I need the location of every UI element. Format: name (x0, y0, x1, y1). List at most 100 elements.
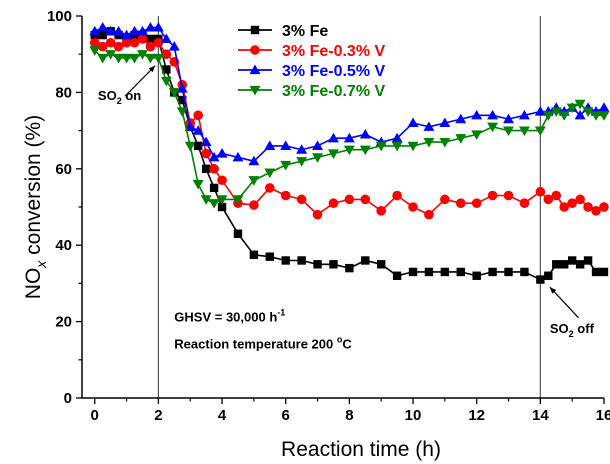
data-point (280, 140, 292, 150)
annotation-ghsv: GHSV = 30,000 h-1 (174, 308, 285, 325)
data-point (543, 194, 554, 205)
data-point (113, 41, 124, 52)
data-point (542, 111, 554, 121)
data-point (153, 37, 164, 48)
data-point (392, 271, 402, 280)
data-point (567, 198, 577, 208)
data-point (249, 200, 259, 210)
data-point (97, 41, 108, 52)
data-point (599, 202, 609, 212)
data-point (343, 145, 355, 156)
data-point (161, 49, 172, 59)
data-point (264, 168, 276, 179)
data-point (520, 267, 529, 277)
x-tick-label: 16 (596, 407, 610, 424)
series-1 (89, 34, 609, 220)
data-point (503, 126, 514, 137)
annotation-arrow (124, 65, 156, 97)
data-point (503, 113, 514, 124)
y-tick-label: 0 (64, 390, 72, 407)
data-point (550, 107, 562, 117)
annotation-arrow (549, 286, 579, 319)
data-point (121, 37, 132, 48)
data-point (591, 267, 601, 277)
data-point (424, 267, 434, 277)
data-point (519, 198, 530, 208)
data-point (599, 267, 609, 277)
data-point (137, 50, 148, 60)
data-point (455, 198, 466, 208)
data-point (105, 37, 116, 48)
data-point (559, 202, 570, 212)
data-point (168, 41, 180, 51)
data-point (249, 250, 259, 259)
data-point (575, 194, 585, 205)
data-point (329, 260, 338, 269)
data-point (98, 30, 107, 40)
data-point (89, 25, 101, 36)
data-point (455, 113, 467, 124)
data-point (209, 183, 219, 193)
data-point (105, 25, 117, 36)
x-tick-label: 8 (345, 407, 353, 424)
data-point (113, 53, 125, 64)
data-point (544, 271, 553, 280)
data-point (208, 199, 220, 209)
data-point (217, 175, 227, 186)
data-point (327, 149, 339, 159)
data-point (487, 109, 499, 120)
data-point (518, 109, 530, 120)
data-point (503, 190, 514, 201)
data-point (184, 121, 196, 131)
data-point (281, 256, 290, 265)
data-point (209, 164, 219, 174)
data-point (471, 130, 483, 140)
data-point (296, 157, 308, 167)
data-point (312, 153, 323, 163)
data-point (144, 53, 156, 64)
data-point (361, 256, 370, 265)
x-tick-label: 0 (91, 407, 99, 424)
data-point (162, 65, 171, 74)
data-point (216, 148, 228, 158)
data-point (232, 151, 244, 162)
series-layer (89, 22, 610, 284)
annotation-so2_on: SO2 on (98, 88, 141, 106)
data-point (137, 34, 148, 44)
x-tick-label: 6 (282, 407, 290, 424)
legend-label: 3% Fe-0.3% V (282, 43, 385, 60)
data-point (575, 260, 585, 269)
data-point (560, 260, 569, 269)
data-point (184, 141, 196, 152)
data-point (392, 190, 402, 201)
data-point (168, 88, 180, 98)
x-tick-label: 12 (468, 407, 485, 424)
data-point (121, 29, 133, 40)
data-point (534, 126, 546, 137)
data-point (193, 141, 203, 151)
annotation-arrowhead (148, 65, 156, 73)
data-point (360, 194, 371, 205)
data-point (439, 137, 451, 148)
data-point (391, 141, 403, 152)
data-point (534, 106, 546, 116)
data-point (129, 53, 140, 64)
legend-label: 3% Fe (282, 23, 328, 40)
data-point (487, 190, 498, 201)
data-point (232, 195, 244, 205)
data-point (344, 194, 355, 205)
data-point (328, 198, 339, 208)
data-point (217, 202, 227, 212)
legend-item-0: 3% Fe (238, 23, 328, 40)
data-point (487, 122, 499, 133)
data-point (582, 107, 594, 117)
data-point (456, 267, 465, 277)
data-point (89, 46, 101, 56)
data-point (296, 144, 308, 154)
data-point (233, 229, 243, 238)
data-point (201, 164, 211, 173)
data-point (296, 194, 307, 205)
data-point (152, 22, 164, 32)
data-point (504, 267, 513, 277)
data-point (471, 109, 483, 120)
